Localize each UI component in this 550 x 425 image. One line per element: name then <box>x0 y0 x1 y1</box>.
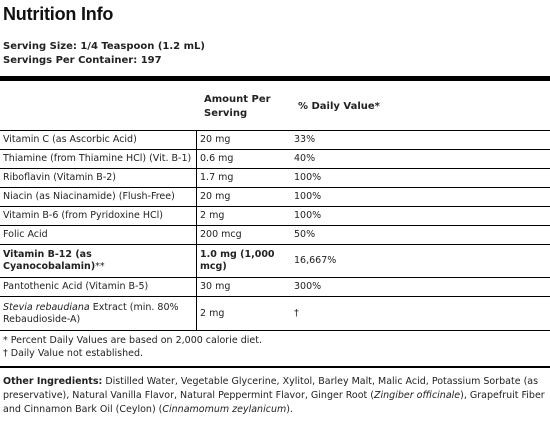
nutrient-dv: † <box>294 307 299 319</box>
nutrient-amount: 2 mg <box>200 210 225 221</box>
table-row: Riboflavin (Vitamin B-2) 1.7 mg 100% <box>0 169 550 188</box>
page-title: Nutrition Info <box>3 4 114 24</box>
nutrient-name: Niacin (as Niacinamide) (Flush-Free) <box>3 191 175 202</box>
nutrient-name: Riboflavin (Vitamin B-2) <box>3 172 117 183</box>
nutrient-name: Folic Acid <box>3 229 48 240</box>
table-row: Vitamin C (as Ascorbic Acid) 20 mg 33% <box>0 131 550 150</box>
servings-per-container: Servings Per Container: 197 <box>3 55 162 66</box>
table-row: Stevia rebaudiana Extract (min. 80% Reba… <box>0 297 550 331</box>
table-row: Pantothenic Acid (Vitamin B-5) 30 mg 300… <box>0 278 550 297</box>
nutrient-name: Vitamin B-6 (from Pyridoxine HCl) <box>3 210 163 221</box>
nutrient-dv: 100% <box>294 172 322 183</box>
table-row: Folic Acid 200 mcg 50% <box>0 226 550 245</box>
serving-info: Serving Size: 1/4 Teaspoon (1.2 mL) Serv… <box>3 40 205 68</box>
nutrient-amount: 1.7 mg <box>200 172 234 183</box>
table-row: Vitamin B-12 (as Cyanocobalamin)** 1.0 m… <box>0 245 550 278</box>
serving-size: Serving Size: 1/4 Teaspoon (1.2 mL) <box>3 41 205 52</box>
table-row: Thiamine (from Thiamine HCl) (Vit. B-1) … <box>0 150 550 169</box>
nutrient-name: Pantothenic Acid (Vitamin B-5) <box>3 281 149 292</box>
nutrient-name: Vitamin C (as Ascorbic Acid) <box>3 134 137 145</box>
nutrient-name: Vitamin B-12 (as Cyanocobalamin)** <box>3 249 105 272</box>
nutrient-dv: 50% <box>294 229 316 240</box>
nutrient-dv: 16,667% <box>294 255 337 266</box>
top-divider <box>0 76 550 81</box>
footnote-dagger: † Daily Value not established. <box>3 348 144 359</box>
footnote-percent: * Percent Daily Values are based on 2,00… <box>3 335 262 346</box>
nutrient-amount: 20 mg <box>200 134 231 145</box>
nutrient-dv: 100% <box>294 210 322 221</box>
nutrient-dv: 100% <box>294 191 322 202</box>
table-row: Niacin (as Niacinamide) (Flush-Free) 20 … <box>0 188 550 207</box>
nutrient-amount: 1.0 mg (1,000 mcg) <box>200 249 275 272</box>
nutrient-dv: 40% <box>294 153 316 164</box>
nutrient-amount: 30 mg <box>200 281 231 292</box>
header-divider <box>0 130 550 131</box>
table-row: Vitamin B-6 (from Pyridoxine HCl) 2 mg 1… <box>0 207 550 226</box>
column-divider <box>196 131 197 330</box>
footer-divider <box>0 366 550 368</box>
daily-value-header: % Daily Value* <box>298 101 380 112</box>
nutrient-amount: 2 mg <box>200 307 225 319</box>
nutrient-dv: 33% <box>294 134 316 145</box>
other-ingredients: Other Ingredients: Distilled Water, Vege… <box>3 376 545 415</box>
nutrient-amount: 20 mg <box>200 191 231 202</box>
ingredients-label: Other Ingredients: <box>3 376 103 387</box>
nutrient-amount: 200 mcg <box>200 229 242 240</box>
nutrient-amount: 0.6 mg <box>200 153 234 164</box>
nutrient-name: Stevia rebaudiana Extract (min. 80% Reba… <box>3 301 179 325</box>
amount-per-serving-header: Amount Per Serving <box>204 94 271 119</box>
nutrient-dv: 300% <box>294 281 322 292</box>
nutrient-name: Thiamine (from Thiamine HCl) (Vit. B-1) <box>3 153 192 164</box>
